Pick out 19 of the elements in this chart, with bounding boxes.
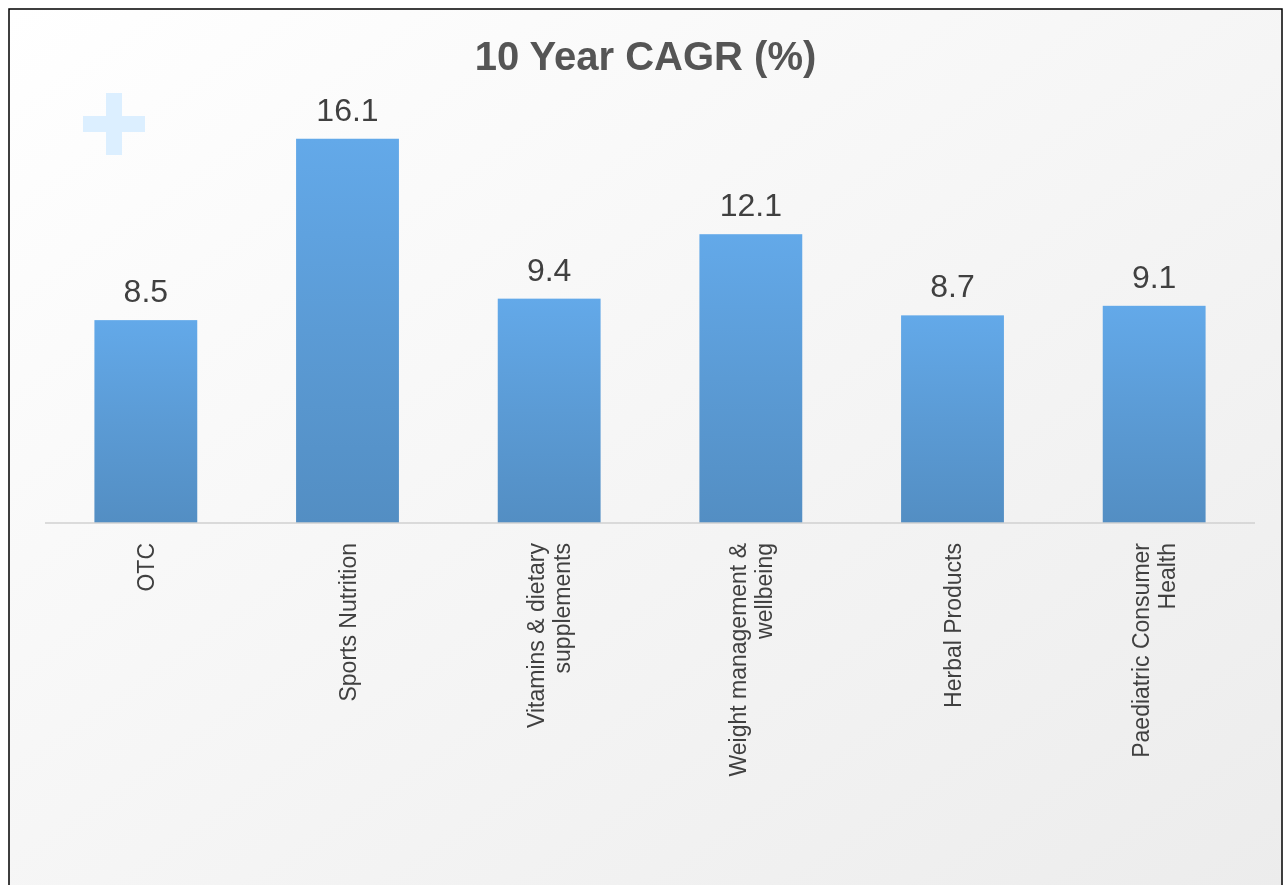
bar bbox=[1102, 305, 1206, 523]
chart-title: 10 Year CAGR (%) bbox=[474, 34, 817, 78]
bar bbox=[497, 298, 601, 523]
x-tick-label: Paediatric Consumer Health bbox=[1128, 542, 1181, 758]
data-label: 9.1 bbox=[1131, 258, 1177, 295]
data-label: 8.5 bbox=[123, 273, 169, 310]
bar bbox=[901, 315, 1004, 523]
data-label: 9.4 bbox=[526, 251, 572, 288]
x-tick-label: Sports Nutrition bbox=[334, 543, 361, 702]
data-label: 8.7 bbox=[930, 268, 975, 305]
bar bbox=[94, 320, 198, 523]
x-tick-label: OTC bbox=[132, 543, 159, 592]
x-tick-label: Vitamins & dietary supplements bbox=[523, 542, 576, 728]
data-label: 16.1 bbox=[316, 91, 379, 128]
bar bbox=[296, 138, 399, 523]
data-label: 12.1 bbox=[719, 187, 782, 224]
x-tick-label: Weight management & wellbeing bbox=[724, 543, 777, 777]
x-tick-label: Herbal Products bbox=[939, 543, 966, 708]
bar bbox=[699, 234, 803, 523]
